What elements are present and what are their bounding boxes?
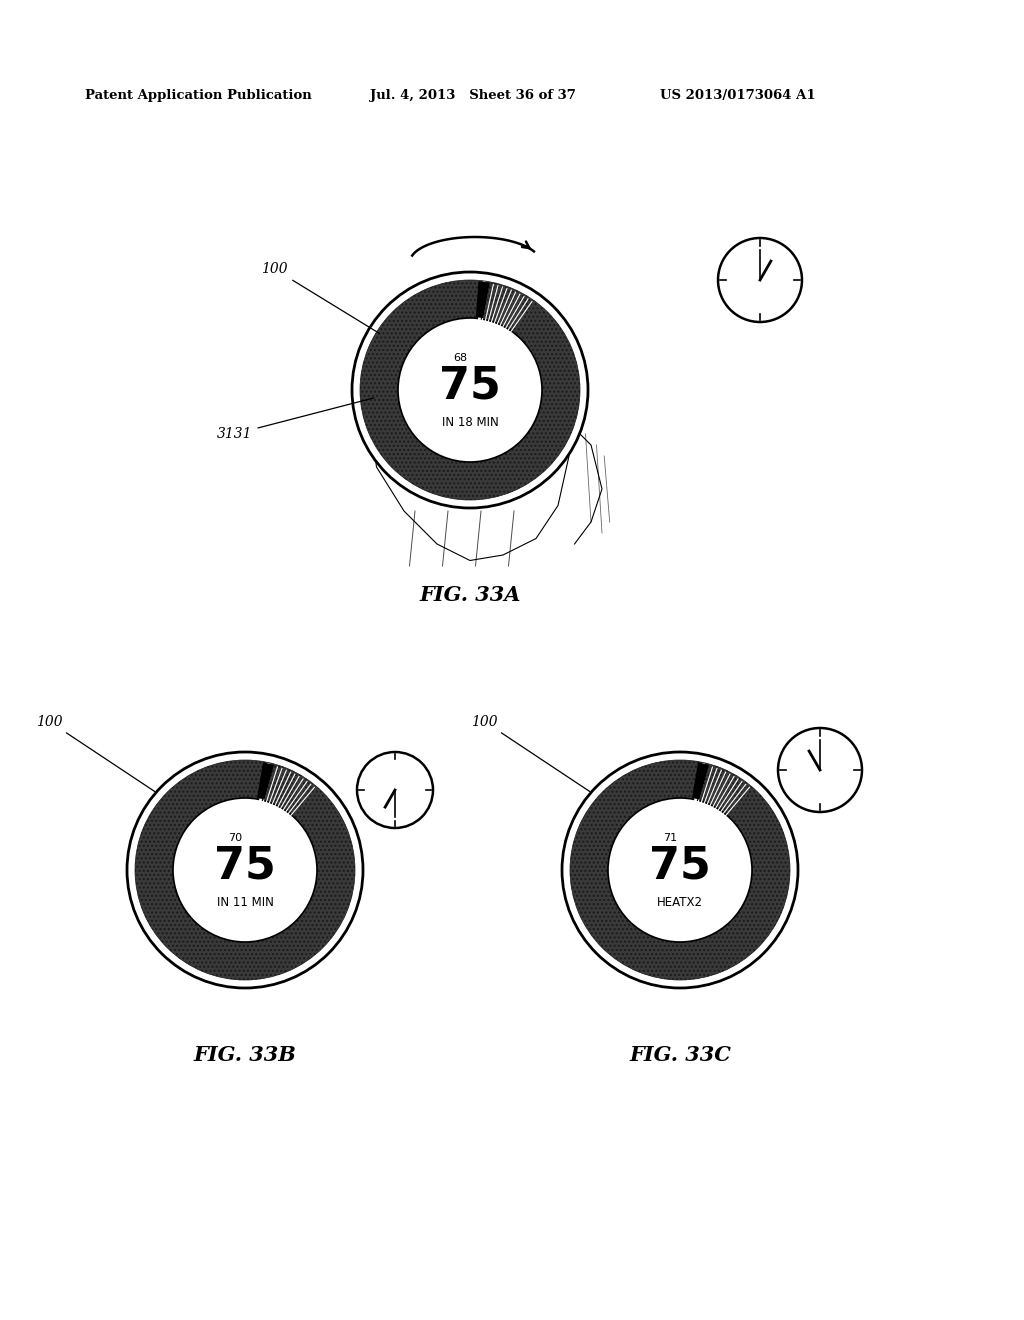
Text: HEATX2: HEATX2 xyxy=(657,896,703,909)
Circle shape xyxy=(398,318,542,462)
Text: FIG. 33A: FIG. 33A xyxy=(419,585,521,605)
Text: 75: 75 xyxy=(439,364,501,408)
Text: 75: 75 xyxy=(214,845,275,888)
Wedge shape xyxy=(570,760,790,979)
Circle shape xyxy=(357,752,433,828)
Text: 100: 100 xyxy=(471,714,590,792)
Text: FIG. 33C: FIG. 33C xyxy=(629,1045,731,1065)
Circle shape xyxy=(608,799,752,942)
Text: Jul. 4, 2013   Sheet 36 of 37: Jul. 4, 2013 Sheet 36 of 37 xyxy=(370,88,575,102)
Text: FIG. 33B: FIG. 33B xyxy=(194,1045,296,1065)
Text: 68: 68 xyxy=(453,352,467,363)
Circle shape xyxy=(562,752,798,987)
Circle shape xyxy=(778,729,862,812)
Text: 100: 100 xyxy=(36,714,155,792)
Wedge shape xyxy=(476,281,489,318)
Circle shape xyxy=(127,752,362,987)
Circle shape xyxy=(173,799,317,942)
Circle shape xyxy=(718,238,802,322)
Wedge shape xyxy=(692,763,710,800)
Text: US 2013/0173064 A1: US 2013/0173064 A1 xyxy=(660,88,816,102)
Text: 100: 100 xyxy=(261,261,380,334)
Text: 3131: 3131 xyxy=(217,397,374,441)
Wedge shape xyxy=(257,763,274,800)
Text: Patent Application Publication: Patent Application Publication xyxy=(85,88,311,102)
Circle shape xyxy=(352,272,588,508)
Text: 70: 70 xyxy=(228,833,242,842)
Wedge shape xyxy=(360,280,580,500)
Text: 75: 75 xyxy=(649,845,711,888)
Text: IN 18 MIN: IN 18 MIN xyxy=(441,416,499,429)
Wedge shape xyxy=(135,760,355,979)
Text: 71: 71 xyxy=(663,833,677,842)
Text: IN 11 MIN: IN 11 MIN xyxy=(216,896,273,909)
